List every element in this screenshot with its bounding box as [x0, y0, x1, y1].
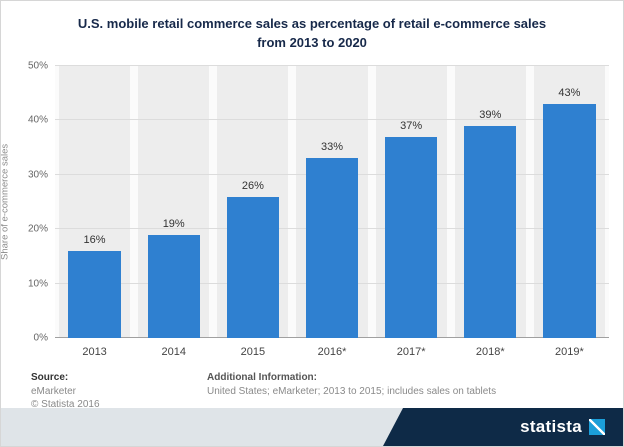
bar — [543, 104, 596, 338]
y-tick-label: 10% — [27, 278, 48, 290]
bar-value-label: 19% — [162, 217, 185, 230]
source-line-1: eMarketer — [31, 386, 77, 397]
plot-area: 16% 19% 26% 33% 37% 39% 43% — [55, 65, 609, 338]
bar — [305, 158, 359, 338]
x-tick-label: 2013 — [82, 346, 107, 358]
y-tick-label: 50% — [27, 60, 48, 72]
y-axis: Share of e-commerce sales 0% 10% 20% 30% 40%… — [1, 61, 55, 344]
bar-value-label: 33% — [320, 141, 343, 154]
y-tick-label: 40% — [27, 114, 48, 126]
x-tick-label: 2017* — [396, 346, 426, 358]
bar — [385, 136, 438, 338]
x-tick-label: 2019* — [555, 346, 584, 358]
bar-column: 39% — [451, 66, 530, 338]
source-line-2: © Statista 2016 — [31, 399, 100, 410]
bar — [147, 234, 200, 338]
y-tick-label: 30% — [27, 169, 48, 181]
brand-bar: statista — [1, 408, 623, 446]
columns: 16% 19% 26% 33% 37% 39% 43% — [55, 66, 609, 338]
x-tick-label: 2016* — [317, 346, 347, 358]
statista-wordmark: statista — [520, 417, 582, 436]
y-tick-label: 0% — [33, 332, 48, 344]
additional-info-block: Additional Information: United States; e… — [207, 372, 496, 410]
bar-column: 37% — [372, 66, 451, 338]
bar-value-label: 16% — [83, 233, 106, 246]
x-tick-label: 2018* — [475, 346, 505, 358]
chart-area: Share of e-commerce sales 0% 10% 20% 30% 40%… — [1, 56, 623, 344]
y-tick-label: 20% — [27, 223, 48, 235]
bar-value-label: 43% — [558, 87, 581, 100]
additional-info-text: United States; eMarketer; 2013 to 2015; … — [207, 386, 497, 397]
bar — [464, 125, 517, 338]
bar-column: 33% — [292, 66, 371, 338]
bar-column: 19% — [134, 66, 213, 338]
source-label: Source: — [31, 372, 69, 383]
chart-title-line2: from 2013 to 2020 — [257, 35, 367, 50]
statista-logo-block: statista — [383, 408, 623, 446]
bar — [68, 250, 121, 338]
additional-info-label: Additional Information: — [207, 372, 317, 383]
chart-title: U.S. mobile retail commerce sales as per… — [1, 1, 623, 56]
bar-value-label: 37% — [400, 119, 423, 132]
x-tick-label: 2014 — [161, 346, 186, 358]
bar-value-label: 26% — [241, 179, 264, 192]
bar-column: 43% — [530, 66, 609, 338]
statista-logo-icon — [589, 419, 605, 435]
footer: Source: eMarketer © Statista 2016 Additi… — [1, 358, 623, 410]
x-axis-labels: 2013 2014 2015 2016* 2017* 2018* 2019* — [1, 338, 623, 358]
source-block: Source: eMarketer © Statista 2016 — [31, 372, 181, 410]
chart-title-line1: U.S. mobile retail commerce sales as per… — [77, 16, 547, 31]
x-tick-label: 2015 — [240, 346, 266, 358]
bar — [226, 196, 279, 338]
bar-column: 26% — [213, 66, 292, 338]
bar-value-label: 39% — [479, 108, 502, 121]
y-axis-title: Share of e-commerce sales — [0, 143, 11, 261]
bar-column: 16% — [55, 66, 134, 338]
